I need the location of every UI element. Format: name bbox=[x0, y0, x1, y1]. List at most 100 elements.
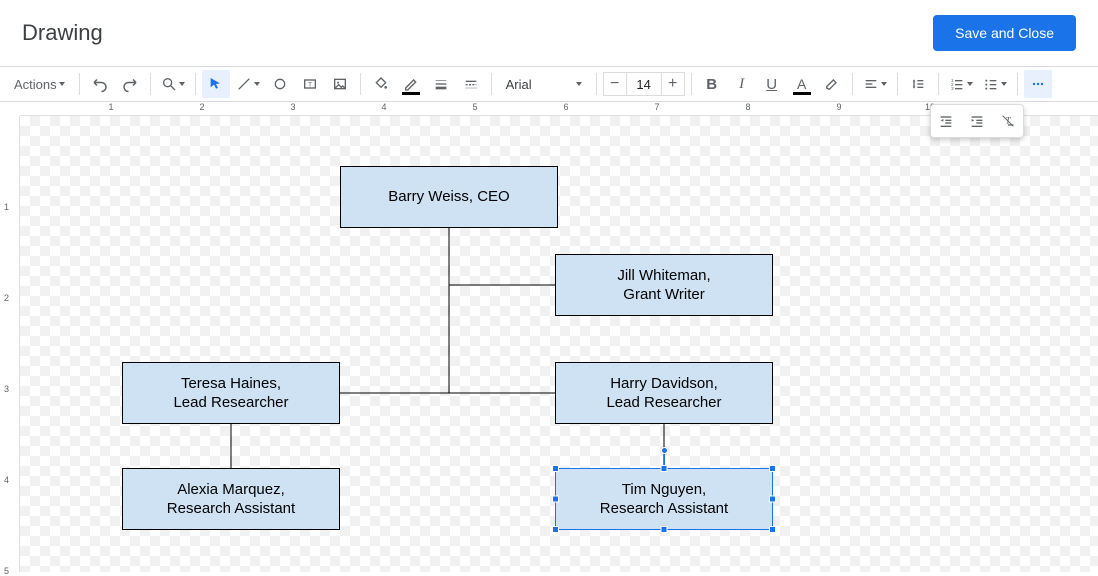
org-node-tim[interactable]: Tim Nguyen,Research Assistant bbox=[555, 468, 773, 530]
actions-menu[interactable]: Actions bbox=[6, 70, 73, 98]
line-tool[interactable] bbox=[232, 70, 264, 98]
separator bbox=[852, 73, 853, 95]
separator bbox=[596, 73, 597, 95]
selection-handle[interactable] bbox=[661, 526, 668, 533]
actions-label: Actions bbox=[14, 77, 57, 92]
dialog-title: Drawing bbox=[22, 20, 103, 46]
org-node-ceo[interactable]: Barry Weiss, CEO bbox=[340, 166, 558, 228]
font-family-select[interactable]: Arial bbox=[498, 70, 590, 98]
ruler-v-label: 4 bbox=[4, 475, 9, 485]
ruler-h-label: 1 bbox=[108, 102, 113, 112]
redo-button[interactable] bbox=[116, 70, 144, 98]
more-button[interactable] bbox=[1024, 70, 1052, 98]
selection-handle[interactable] bbox=[769, 526, 776, 533]
numbered-list-button[interactable]: 123 bbox=[945, 70, 977, 98]
selection-handle[interactable] bbox=[769, 465, 776, 472]
textbox-tool[interactable]: T bbox=[296, 70, 324, 98]
org-node-line1: Teresa Haines, bbox=[181, 374, 281, 394]
selection-handle[interactable] bbox=[769, 496, 776, 503]
org-node-grant[interactable]: Jill Whiteman,Grant Writer bbox=[555, 254, 773, 316]
ruler-h-label: 4 bbox=[381, 102, 386, 112]
border-color-button[interactable] bbox=[397, 70, 425, 98]
dialog-header: Drawing Save and Close bbox=[0, 0, 1098, 66]
chevron-down-icon bbox=[1001, 82, 1007, 86]
org-node-harry[interactable]: Harry Davidson,Lead Researcher bbox=[555, 362, 773, 424]
font-family-label: Arial bbox=[506, 77, 532, 92]
ruler-h-label: 5 bbox=[472, 102, 477, 112]
org-node-line1: Alexia Marquez, bbox=[177, 480, 285, 500]
toolbar: Actions T Arial bbox=[0, 66, 1098, 102]
text-color-button[interactable]: A bbox=[788, 70, 816, 98]
ruler-h-label: 7 bbox=[654, 102, 659, 112]
selection-handle[interactable] bbox=[552, 465, 559, 472]
font-size-decrease[interactable]: − bbox=[603, 72, 627, 96]
ruler-h-label: 6 bbox=[563, 102, 568, 112]
chevron-down-icon bbox=[967, 82, 973, 86]
underline-button[interactable]: U bbox=[758, 70, 786, 98]
org-node-line2: Grant Writer bbox=[623, 285, 704, 305]
org-node-line1: Harry Davidson, bbox=[610, 374, 718, 394]
ruler-v-label: 2 bbox=[4, 293, 9, 303]
org-node-line1: Tim Nguyen, bbox=[622, 480, 706, 500]
org-node-alexia[interactable]: Alexia Marquez,Research Assistant bbox=[122, 468, 340, 530]
selection-handle[interactable] bbox=[552, 526, 559, 533]
align-menu[interactable] bbox=[859, 70, 891, 98]
canvas-area: 12345678910 12345 Barry Weiss, CEOJill W… bbox=[0, 102, 1098, 572]
bold-button[interactable]: B bbox=[698, 70, 726, 98]
rotation-handle[interactable] bbox=[661, 447, 668, 454]
bulleted-list-button[interactable] bbox=[979, 70, 1011, 98]
separator bbox=[938, 73, 939, 95]
ruler-h-label: 8 bbox=[745, 102, 750, 112]
org-node-line2: Lead Researcher bbox=[606, 393, 721, 413]
selection-handle[interactable] bbox=[661, 465, 668, 472]
decrease-indent-button[interactable] bbox=[932, 107, 960, 135]
ruler-h-label: 3 bbox=[290, 102, 295, 112]
separator bbox=[491, 73, 492, 95]
separator bbox=[150, 73, 151, 95]
border-weight-button[interactable] bbox=[427, 70, 455, 98]
clear-formatting-button[interactable]: T bbox=[994, 107, 1022, 135]
font-size-stepper: − 14 + bbox=[603, 72, 685, 96]
org-node-line1: Barry Weiss, CEO bbox=[388, 187, 509, 207]
italic-button[interactable]: I bbox=[728, 70, 756, 98]
ruler-h-label: 9 bbox=[836, 102, 841, 112]
save-and-close-button[interactable]: Save and Close bbox=[933, 15, 1076, 51]
org-node-line1: Jill Whiteman, bbox=[617, 266, 710, 286]
separator bbox=[195, 73, 196, 95]
chevron-down-icon bbox=[576, 82, 582, 86]
shape-tool[interactable] bbox=[266, 70, 294, 98]
line-spacing-button[interactable] bbox=[904, 70, 932, 98]
image-tool[interactable] bbox=[326, 70, 354, 98]
select-tool[interactable] bbox=[202, 70, 230, 98]
border-color-swatch bbox=[402, 92, 420, 95]
selection-handle[interactable] bbox=[552, 496, 559, 503]
font-size-increase[interactable]: + bbox=[661, 72, 685, 96]
ruler-v-label: 5 bbox=[4, 566, 9, 576]
font-size-value[interactable]: 14 bbox=[627, 72, 661, 96]
svg-text:T: T bbox=[308, 82, 312, 89]
org-node-line2: Lead Researcher bbox=[173, 393, 288, 413]
org-node-line2: Research Assistant bbox=[600, 499, 728, 519]
ruler-h-label: 2 bbox=[199, 102, 204, 112]
fill-color-button[interactable] bbox=[367, 70, 395, 98]
separator bbox=[691, 73, 692, 95]
vertical-ruler: 12345 bbox=[0, 116, 20, 572]
drawing-canvas[interactable]: Barry Weiss, CEO Jill Whiteman,Grant Writ… bbox=[20, 116, 1098, 572]
org-node-teresa[interactable]: Teresa Haines,Lead Researcher bbox=[122, 362, 340, 424]
increase-indent-button[interactable] bbox=[963, 107, 991, 135]
separator bbox=[79, 73, 80, 95]
undo-button[interactable] bbox=[86, 70, 114, 98]
separator bbox=[360, 73, 361, 95]
separator bbox=[1017, 73, 1018, 95]
ruler-v-label: 1 bbox=[4, 202, 9, 212]
chevron-down-icon bbox=[179, 82, 185, 86]
org-node-line2: Research Assistant bbox=[167, 499, 295, 519]
text-color-swatch bbox=[793, 92, 811, 95]
chevron-down-icon bbox=[254, 82, 260, 86]
svg-text:3: 3 bbox=[951, 86, 954, 91]
separator bbox=[897, 73, 898, 95]
highlight-color-button[interactable] bbox=[818, 70, 846, 98]
overflow-toolbar-popup: T bbox=[930, 104, 1024, 138]
border-dash-button[interactable] bbox=[457, 70, 485, 98]
zoom-menu[interactable] bbox=[157, 70, 189, 98]
